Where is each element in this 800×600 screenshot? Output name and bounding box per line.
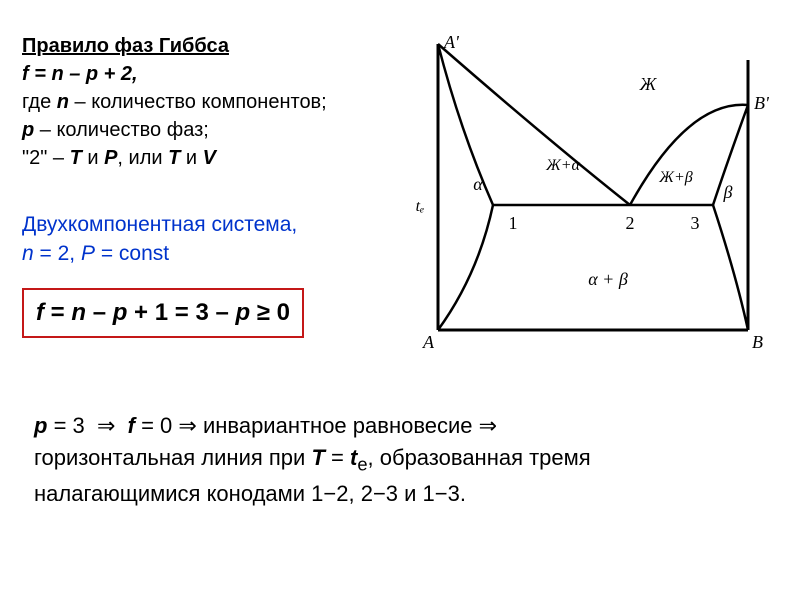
phase-diagram-svg: A' B' A B Жα β Ж+α Ж+β α + β tₑ 1 2 3 xyxy=(398,30,778,350)
eq-main: f = n – p + 2, xyxy=(22,60,327,88)
svg-text:A': A' xyxy=(443,32,460,52)
line-p: p – количество фаз; xyxy=(22,116,327,144)
blue-line-1: Двухкомпонентная система, xyxy=(22,210,297,239)
gibbs-rule-block: Правило фаз Гиббса f = n – p + 2, где n … xyxy=(22,32,327,172)
boxed-equation: f = n – p + 1 = 3 – p ≥ 0 xyxy=(22,288,304,338)
svg-text:1: 1 xyxy=(509,213,518,233)
two-comp-block: Двухкомпонентная система, n = 2, P = con… xyxy=(22,210,297,269)
phase-diagram: A' B' A B Жα β Ж+α Ж+β α + β tₑ 1 2 3 xyxy=(398,30,778,355)
slide: Правило фаз Гиббса f = n – p + 2, где n … xyxy=(0,0,800,600)
svg-text:B: B xyxy=(752,332,763,350)
svg-text:B': B' xyxy=(754,93,770,113)
line-n: где n – количество компонентов; xyxy=(22,88,327,116)
bottom-line-3: налагающимися конодами 1−2, 2−3 и 1−3. xyxy=(34,478,774,510)
boxed-eq-wrap: f = n – p + 1 = 3 – p ≥ 0 xyxy=(22,288,304,338)
svg-text:α + β: α + β xyxy=(588,269,628,289)
svg-text:Ж+α: Ж+α xyxy=(545,157,580,174)
svg-text:A: A xyxy=(422,332,435,350)
line-2: "2" – T и P, или T и V xyxy=(22,144,327,172)
blue-line-2: n = 2, P = const xyxy=(22,239,297,268)
svg-text:Ж+β: Ж+β xyxy=(658,169,692,186)
svg-text:α: α xyxy=(473,174,483,194)
svg-text:tₑ: tₑ xyxy=(416,198,425,215)
bottom-text: p = 3 ⇒ f = 0 ⇒ инвариантное равновесие … xyxy=(34,410,774,510)
title: Правило фаз Гиббса xyxy=(22,32,327,60)
svg-text:2: 2 xyxy=(626,213,635,233)
bottom-line-2: горизонтальная линия при T = te, образов… xyxy=(34,442,774,478)
svg-text:3: 3 xyxy=(691,213,700,233)
bottom-line-1: p = 3 ⇒ f = 0 ⇒ инвариантное равновесие … xyxy=(34,410,774,442)
svg-text:Ж: Ж xyxy=(639,74,658,94)
svg-text:β: β xyxy=(723,182,733,202)
